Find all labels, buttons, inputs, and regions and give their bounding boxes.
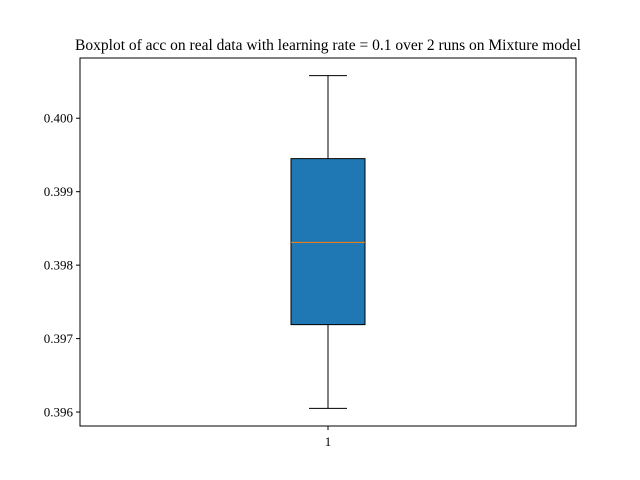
y-tick-label: 0.399 (44, 184, 73, 199)
box-group (290, 75, 366, 409)
y-tick-label: 0.397 (44, 331, 74, 346)
y-tick-label: 0.398 (44, 258, 73, 273)
chart-title: Boxplot of acc on real data with learnin… (75, 37, 581, 54)
plot-frame (79, 57, 577, 427)
x-tick-label: 1 (325, 434, 332, 449)
y-tick-label: 0.396 (44, 405, 74, 420)
x-axis: 1 (325, 426, 332, 449)
y-axis: 0.396 0.397 0.398 0.399 0.400 (44, 111, 80, 420)
box-iqr (290, 158, 366, 326)
y-tick-label: 0.400 (44, 111, 73, 126)
